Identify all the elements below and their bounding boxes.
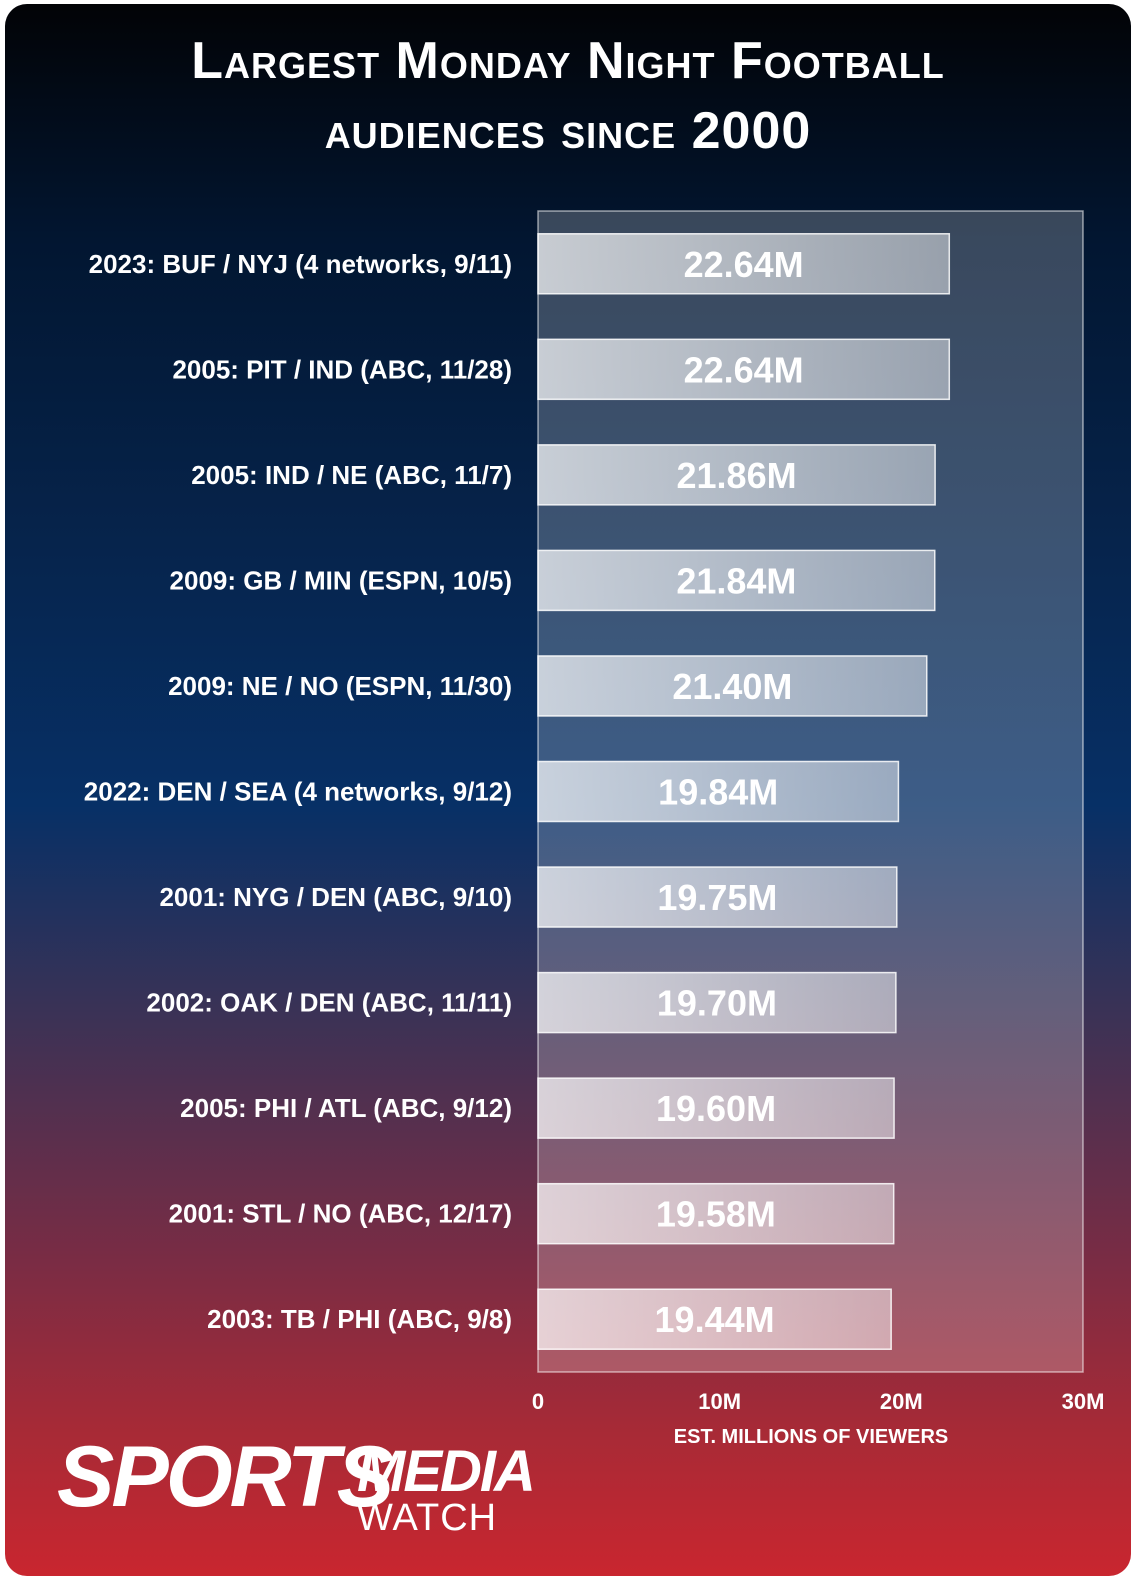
chart-title-line-1: Largest Monday Night Football (191, 32, 945, 90)
category-label: 2022: DEN / SEA (4 networks, 9/12) (84, 777, 512, 807)
logo-watch-text: WATCH (357, 1497, 498, 1539)
bar-value-label: 22.64M (684, 349, 804, 390)
category-label: 2005: PHI / ATL (ABC, 9/12) (180, 1093, 512, 1123)
category-label: 2009: GB / MIN (ESPN, 10/5) (170, 565, 512, 595)
bar (537, 971, 897, 1034)
bar-chart: 22.64M 2023: BUF / NYJ (4 networks, 9/11)… (84, 210, 1105, 1448)
x-tick-label: 20M (880, 1389, 923, 1414)
bar-value-label: 21.86M (677, 455, 797, 496)
category-label: 2023: BUF / NYJ (4 networks, 9/11) (89, 249, 512, 279)
bar (537, 1288, 892, 1350)
bar-value-label: 19.70M (657, 983, 777, 1024)
x-tick-label: 30M (1062, 1389, 1105, 1414)
bar (537, 549, 936, 612)
x-tick-label: 10M (698, 1389, 741, 1414)
category-label: 2005: IND / NE (ABC, 11/7) (191, 460, 512, 490)
sports-media-watch-logo: SPORTS MEDIA WATCH (57, 1432, 537, 1562)
bar-value-label: 19.60M (656, 1088, 776, 1129)
bar (537, 655, 928, 717)
x-axis-label: EST. MILLIONS OF VIEWERS (674, 1426, 948, 1448)
bar (537, 233, 951, 295)
category-label: 2009: NE / NO (ESPN, 11/30) (168, 671, 512, 701)
bar-value-label: 21.84M (676, 560, 796, 601)
bar-value-label: 19.75M (657, 877, 777, 918)
category-label: 2001: STL / NO (ABC, 12/17) (169, 1199, 512, 1229)
chart-title: Largest Monday Night Football audiences … (5, 26, 1131, 166)
bar (537, 866, 898, 928)
category-label: 2002: OAK / DEN (ABC, 11/11) (146, 988, 512, 1018)
bar (537, 1182, 895, 1245)
chart-title-line-2: audiences since 2000 (324, 102, 812, 160)
bar (537, 760, 900, 823)
bar (537, 444, 936, 506)
bar-value-label: 21.40M (672, 666, 792, 707)
x-tick-label: 0 (532, 1389, 544, 1414)
bar-value-label: 19.84M (658, 772, 778, 813)
logo-media-text: MEDIA (357, 1439, 536, 1504)
bar (537, 338, 951, 401)
logo-sports-text: SPORTS (57, 1429, 394, 1525)
bar-value-label: 19.58M (656, 1194, 776, 1235)
chart-card: Largest Monday Night Football audiences … (5, 4, 1131, 1576)
category-label: 2001: NYG / DEN (ABC, 9/10) (159, 882, 512, 912)
category-label: 2005: PIT / IND (ABC, 11/28) (172, 354, 512, 384)
bar-value-label: 19.44M (655, 1299, 775, 1340)
bar (537, 1077, 895, 1139)
bar-value-label: 22.64M (684, 244, 804, 285)
category-label: 2003: TB / PHI (ABC, 9/8) (207, 1304, 512, 1334)
